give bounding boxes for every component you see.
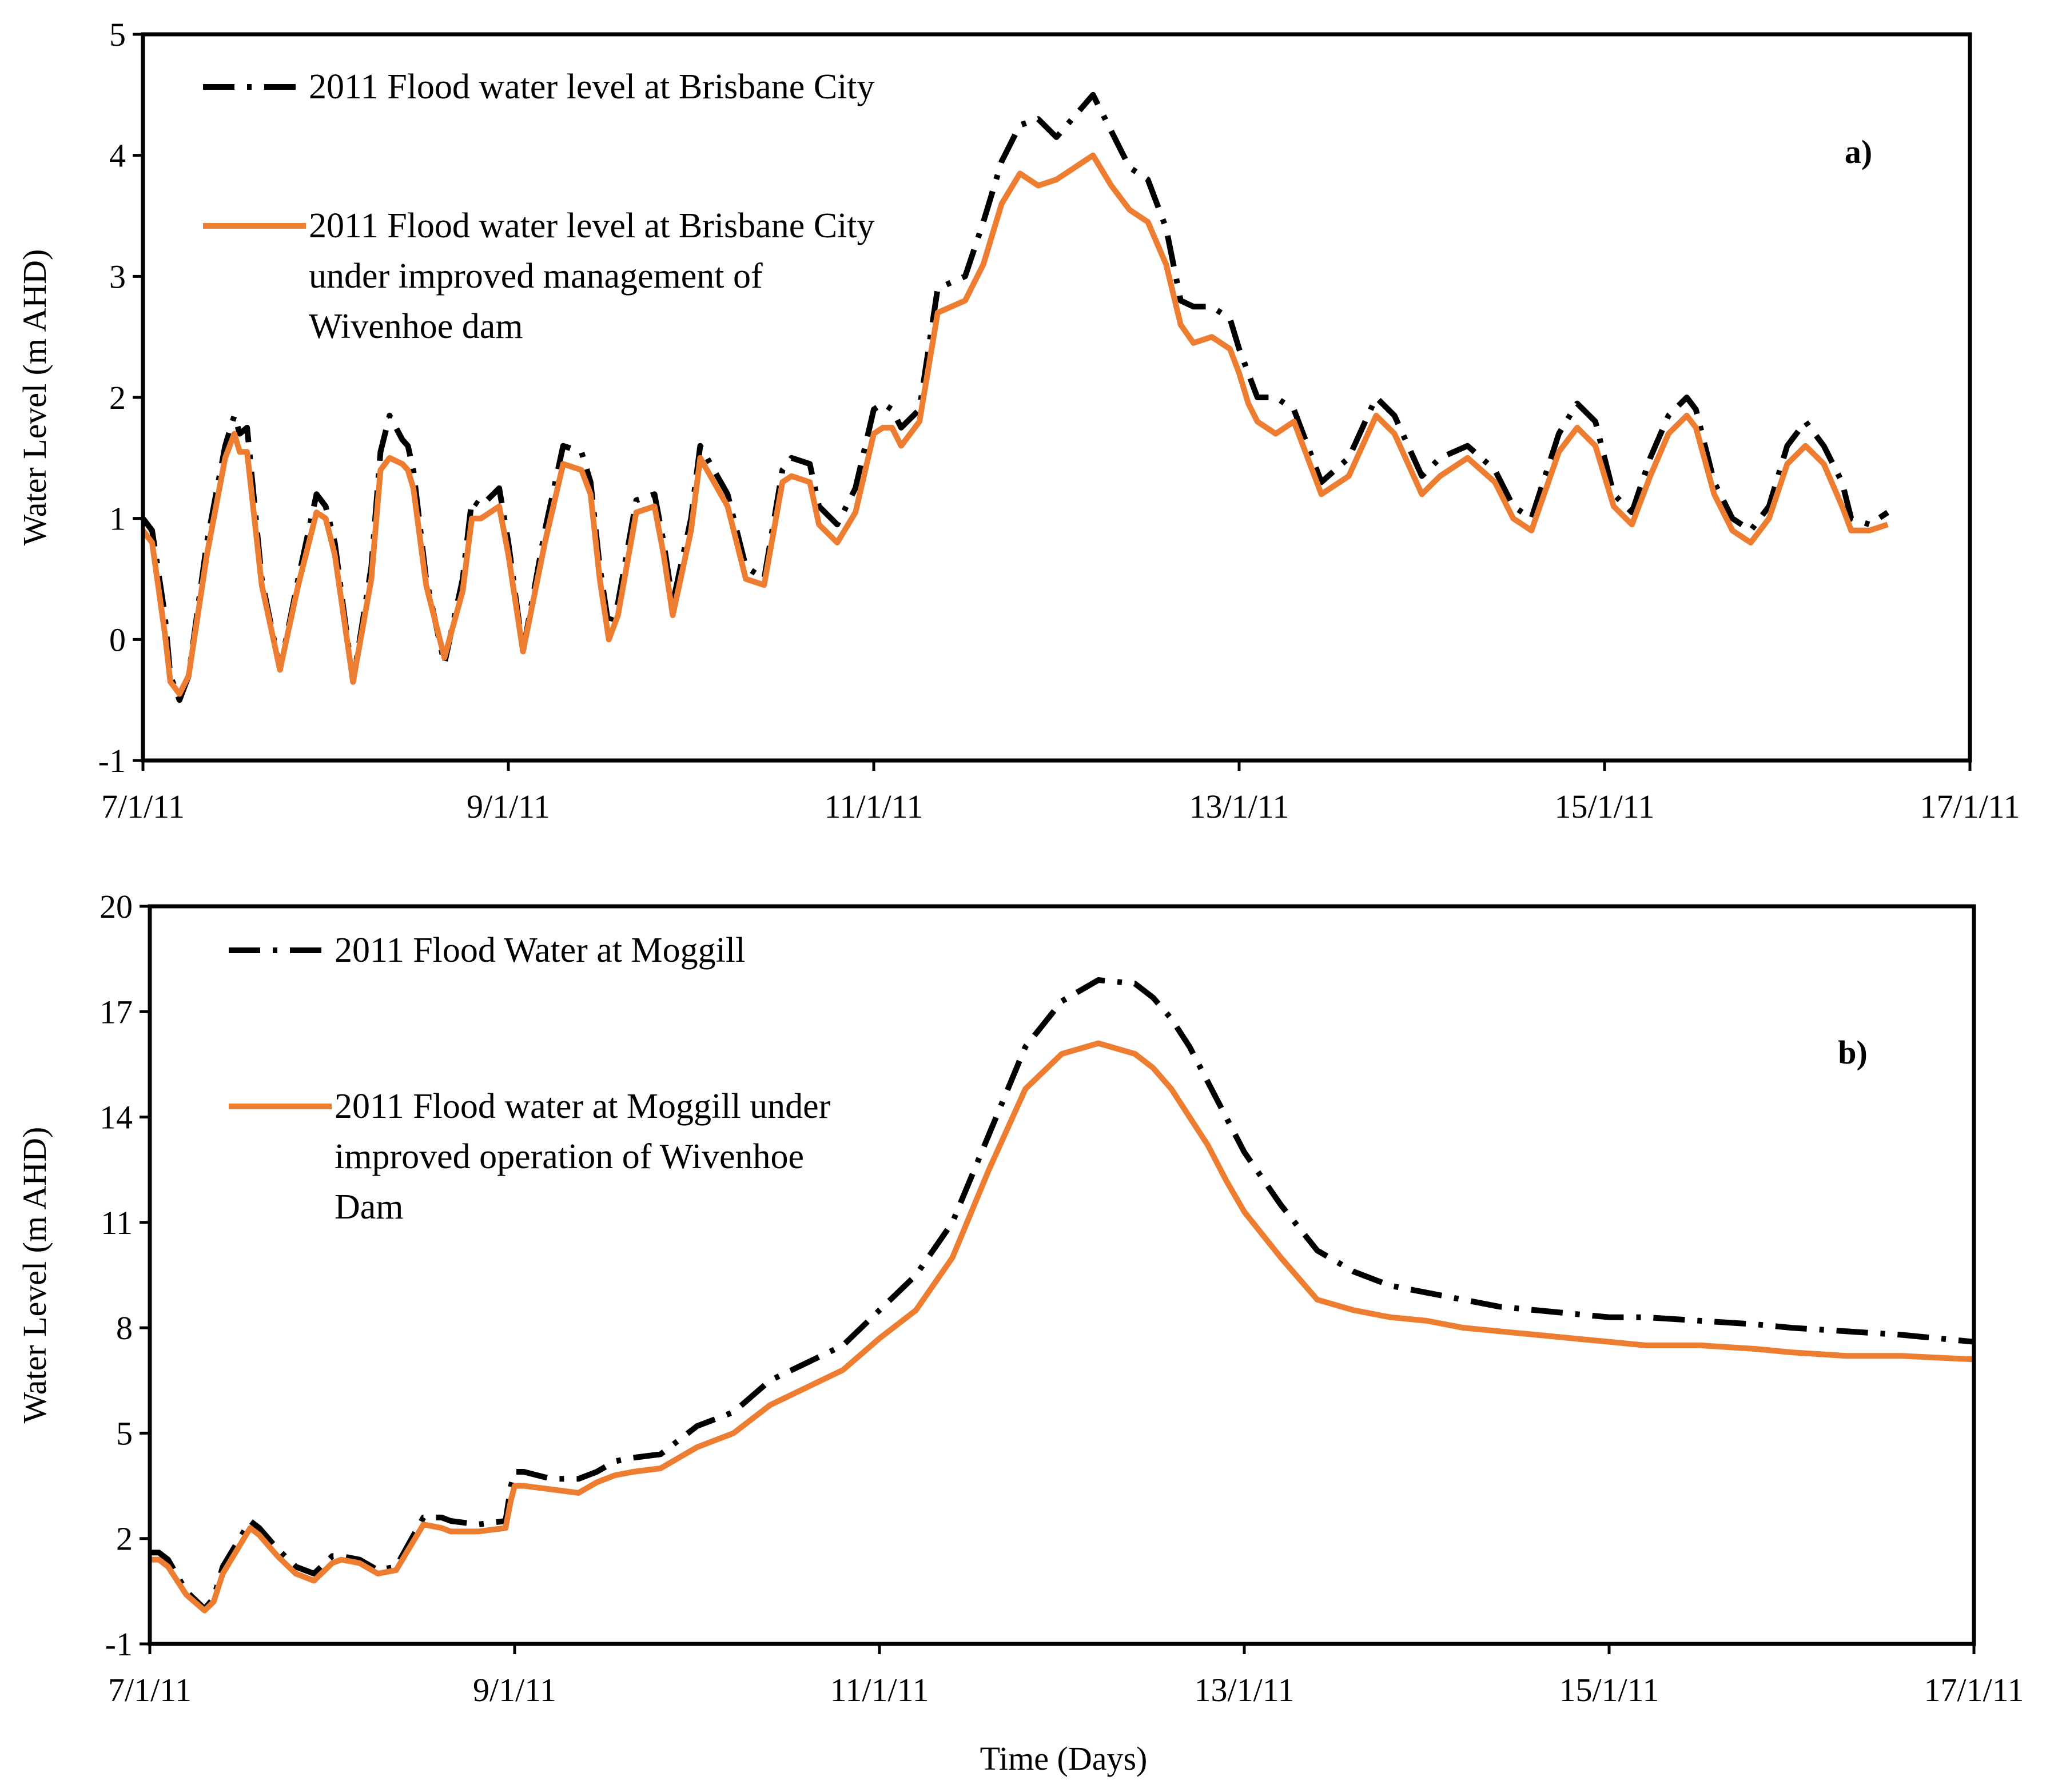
- panel-a-legend: 2011 Flood water level at Brisbane City …: [203, 67, 883, 346]
- panel-a-y-tick-label: 4: [109, 137, 126, 174]
- panel-b-x-tick-label: 17/1/11: [1924, 1671, 2024, 1709]
- panel-b-legend-label-observed: 2011 Flood Water at Moggill: [335, 931, 745, 970]
- panel-b-legend-improved-line2: improved operation of Wivenhoe: [335, 1137, 804, 1176]
- panel-b-chart: -1 2 5 8 11 14 17 20 7/1/11 9/1/11 11/1/11 13/1/11 1…: [16, 888, 2024, 1777]
- panel-b-y-tick-label: 2: [116, 1520, 133, 1558]
- panel-b-y-tick-label: 11: [101, 1204, 133, 1241]
- panel-a-legend-improved-line2: under improved management of: [309, 257, 763, 296]
- panel-a-y-tick-label: 0: [109, 621, 126, 658]
- panel-a-series-layer: [141, 91, 1889, 703]
- panel-a-x-tick-label: 11/1/11: [825, 788, 923, 825]
- panel-a-y-tick-label: 2: [109, 379, 126, 416]
- panel-b-y-tick-label: 20: [99, 888, 133, 925]
- panel-b-label: b): [1838, 1034, 1868, 1071]
- panel-b-series-observed-line: [150, 977, 1975, 1612]
- panel-b-x-tick-label: 13/1/11: [1194, 1671, 1294, 1709]
- panel-b-y-tick-label: 8: [116, 1309, 133, 1347]
- panel-b-plot-area: [150, 906, 1974, 1644]
- panel-a-y-tick-label: 3: [109, 258, 126, 295]
- panel-b-legend-label-improved: 2011 Flood water at Moggill under improv…: [335, 1087, 839, 1226]
- panel-b-legend: 2011 Flood Water at Moggill 2011 Flood w…: [229, 931, 839, 1226]
- panel-a-y-tick-label: 5: [109, 16, 126, 53]
- panel-a-legend-improved-line1: 2011 Flood water level at Brisbane City: [309, 206, 875, 245]
- panel-a-label: a): [1845, 133, 1872, 170]
- panel-b-x-tick-label: 11/1/11: [830, 1671, 929, 1709]
- panel-b-x-tick-label: 15/1/11: [1559, 1671, 1659, 1709]
- panel-a-legend-label-observed: 2011 Flood water level at Brisbane City: [309, 67, 875, 106]
- panel-a-x-tick-label: 13/1/11: [1189, 788, 1289, 825]
- panel-a-chart: -1 0 1 2 3 4 5 7/1/11 9/1/11 11/1/11 13/1/11 15/1/1…: [16, 16, 2020, 825]
- panel-b-series-improved-line: [150, 1040, 1975, 1614]
- panel-a-plot-area: [143, 34, 1970, 760]
- panel-a-x-tick-label: 9/1/11: [467, 788, 550, 825]
- panel-a-y-tick-label: 1: [109, 500, 126, 537]
- panel-b-ylabel: Water Level (m AHD): [16, 1127, 53, 1424]
- panel-a-legend-improved-line3: Wivenhoe dam: [309, 307, 523, 346]
- panel-b-plot-frame: [148, 904, 1976, 1646]
- panel-a-x-tick-label: 15/1/11: [1554, 788, 1654, 825]
- panel-b-y-tick-label: 5: [116, 1415, 133, 1452]
- panel-b-xlabel: Time (Days): [980, 1740, 1148, 1777]
- panel-a-x-tick-label: 17/1/11: [1920, 788, 2020, 825]
- panel-b-x-tick-label: 9/1/11: [473, 1671, 556, 1709]
- panel-b-y-tick-label: 14: [99, 1099, 133, 1136]
- panel-a-x-tick-label: 7/1/11: [101, 788, 185, 825]
- panel-b-tick-layer: -1 2 5 8 11 14 17 20 7/1/11 9/1/11 11/1/11 13/1/11 1…: [99, 888, 2024, 1709]
- panel-b-legend-improved-line3: Dam: [335, 1188, 404, 1226]
- panel-a-series-improved-line: [141, 152, 1889, 697]
- panel-b-series-layer: [150, 977, 1975, 1614]
- panel-b-y-tick-label: 17: [99, 993, 133, 1030]
- panel-b-y-tick-label: -1: [105, 1626, 133, 1663]
- panel-a-y-tick-label: -1: [98, 742, 126, 779]
- panel-b-x-tick-label: 7/1/11: [108, 1671, 192, 1709]
- panel-a-ylabel: Water Level (m AHD): [16, 249, 53, 546]
- panel-a-tick-layer: -1 0 1 2 3 4 5 7/1/11 9/1/11 11/1/11 13/1/11 15/1/1…: [98, 16, 2020, 825]
- panel-a-legend-label-improved: 2011 Flood water level at Brisbane City …: [309, 206, 883, 346]
- panel-b-legend-improved-line1: 2011 Flood water at Moggill under: [335, 1087, 831, 1126]
